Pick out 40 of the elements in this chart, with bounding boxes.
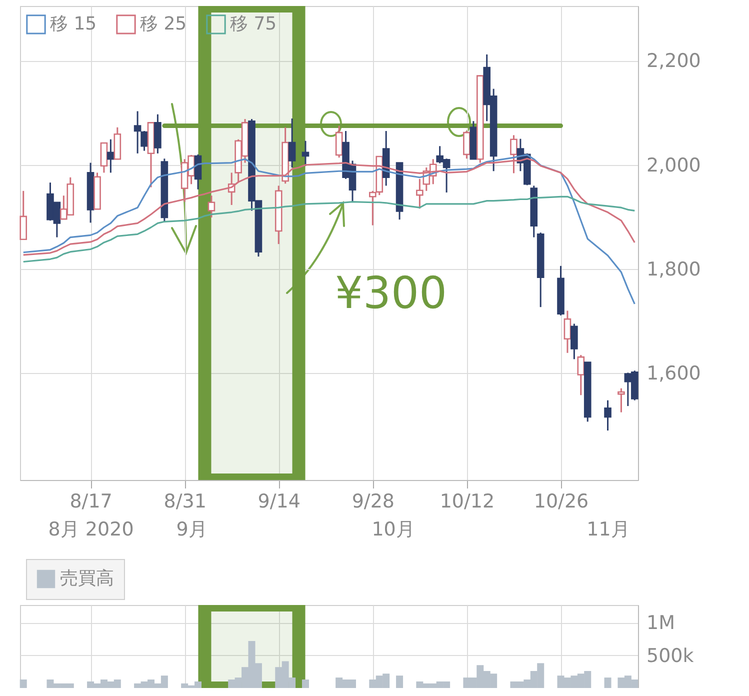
candlestick [416, 178, 424, 210]
x2-tick-label: 10月 [372, 518, 415, 540]
y-tick-label: 500k [646, 644, 694, 667]
y-tick-label: 1,800 [646, 258, 701, 281]
bar [396, 676, 404, 688]
x-tick-label: 9/28 [352, 490, 394, 512]
candlestick [618, 388, 625, 414]
candlestick [604, 400, 612, 432]
bar [604, 678, 612, 688]
x-tick-label: 9/14 [258, 490, 300, 512]
y-tick-label: 1,600 [646, 362, 701, 385]
candlestick [107, 138, 114, 174]
x-tick-label: 10/26 [534, 490, 589, 512]
candlestick [570, 322, 578, 360]
x-tick-label: 10/12 [440, 490, 495, 512]
candlestick [100, 142, 108, 174]
x-tick-label: 8/31 [164, 490, 206, 512]
line-series [22, 196, 636, 263]
candlestick [577, 354, 585, 396]
annotation: ¥300 [335, 268, 447, 319]
candlestick [463, 130, 470, 160]
x2-tick-label: 9月 [176, 518, 208, 540]
candlestick [335, 125, 343, 158]
x2-tick-label: 11月 [586, 518, 630, 540]
candlestick [20, 190, 28, 240]
candlestick [302, 140, 310, 167]
candlestick [288, 118, 296, 168]
legend-label: 移 75 [230, 13, 277, 34]
candlestick [208, 194, 216, 218]
x2-tick-label: 8月 2020 [48, 518, 134, 540]
legend-label: 移 25 [140, 13, 187, 34]
bar [302, 680, 309, 688]
y-tick-label: 2,200 [646, 50, 701, 72]
candlestick [564, 310, 572, 354]
y-tick-label: 1M [646, 612, 675, 634]
bar [20, 680, 27, 688]
x-tick-label: 8/17 [70, 490, 112, 512]
legend-label: 売買高 [60, 568, 114, 589]
y-tick-label: 2,000 [646, 154, 701, 176]
legend-label: 移 15 [50, 13, 97, 34]
